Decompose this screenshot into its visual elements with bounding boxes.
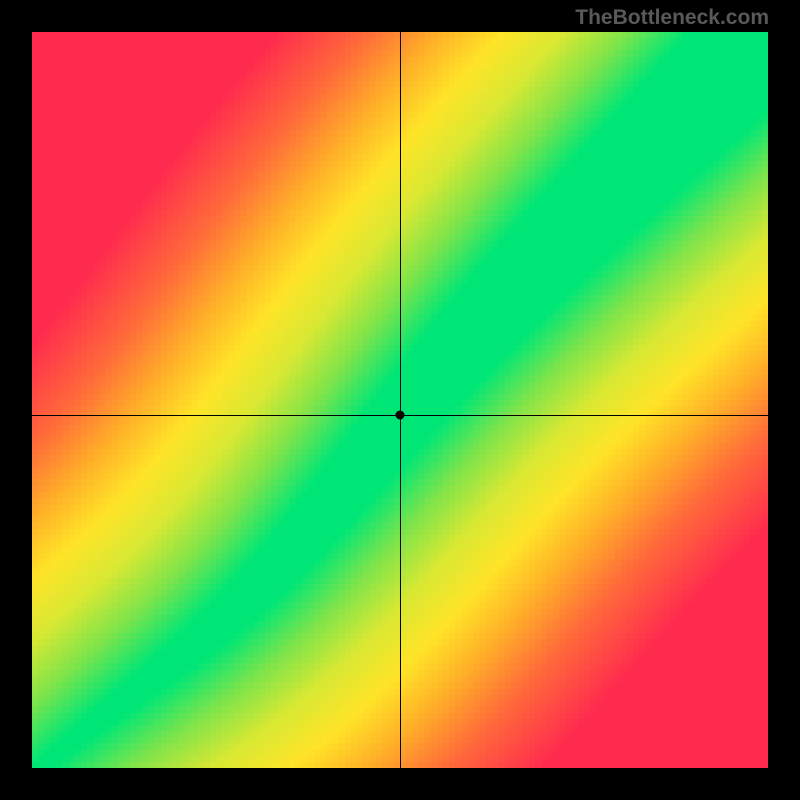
chart-container: TheBottleneck.com [0, 0, 800, 800]
watermark-label: TheBottleneck.com [575, 6, 769, 30]
crosshair-vertical [400, 32, 401, 768]
crosshair-marker [396, 410, 405, 419]
